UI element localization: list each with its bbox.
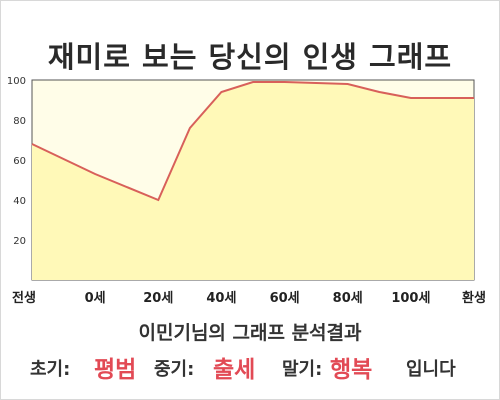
x-tick-label: 0세 (85, 291, 106, 306)
middle-value: 출세 (213, 357, 256, 383)
y-tick-label: 100 (7, 76, 26, 87)
result-suffix: 입니다 (406, 359, 456, 380)
x-tick-label: 60세 (270, 291, 300, 306)
y-tick-label: 80 (13, 116, 26, 127)
early-value: 평범 (94, 357, 137, 383)
x-tick-label: 40세 (206, 291, 236, 306)
y-tick-label: 40 (13, 196, 26, 207)
x-tick-label: 20세 (143, 291, 173, 306)
life-area-fill (32, 82, 474, 280)
page-title: 재미로 보는 당신의 인생 그래프 (47, 40, 453, 74)
late-label: 말기: (282, 359, 323, 380)
y-axis-ticks: 20 40 60 80 100 (7, 76, 26, 247)
x-tick-label: 전생 (12, 290, 36, 306)
x-axis-ticks: 전생 0세 20세 40세 60세 80세 100세 환생 (12, 290, 486, 306)
middle-label: 중기: (154, 359, 195, 380)
early-label: 초기: (30, 359, 71, 380)
y-tick-label: 60 (13, 156, 26, 167)
y-tick-label: 20 (13, 236, 26, 247)
late-value: 행복 (330, 357, 373, 383)
x-tick-label: 100세 (391, 291, 430, 306)
x-tick-label: 80세 (333, 291, 363, 306)
life-line (31, 81, 474, 202)
analysis-subtitle: 이민기님의 그래프 분석결과 (138, 322, 362, 344)
x-tick-label: 환생 (462, 290, 486, 306)
result-line: 초기: 평범 중기: 출세 말기: 행복 입니다 (0, 348, 500, 383)
life-graph-chart: 20 40 60 80 100 전생 0세 20세 40세 60세 80세 100세 환생 (7, 76, 486, 306)
